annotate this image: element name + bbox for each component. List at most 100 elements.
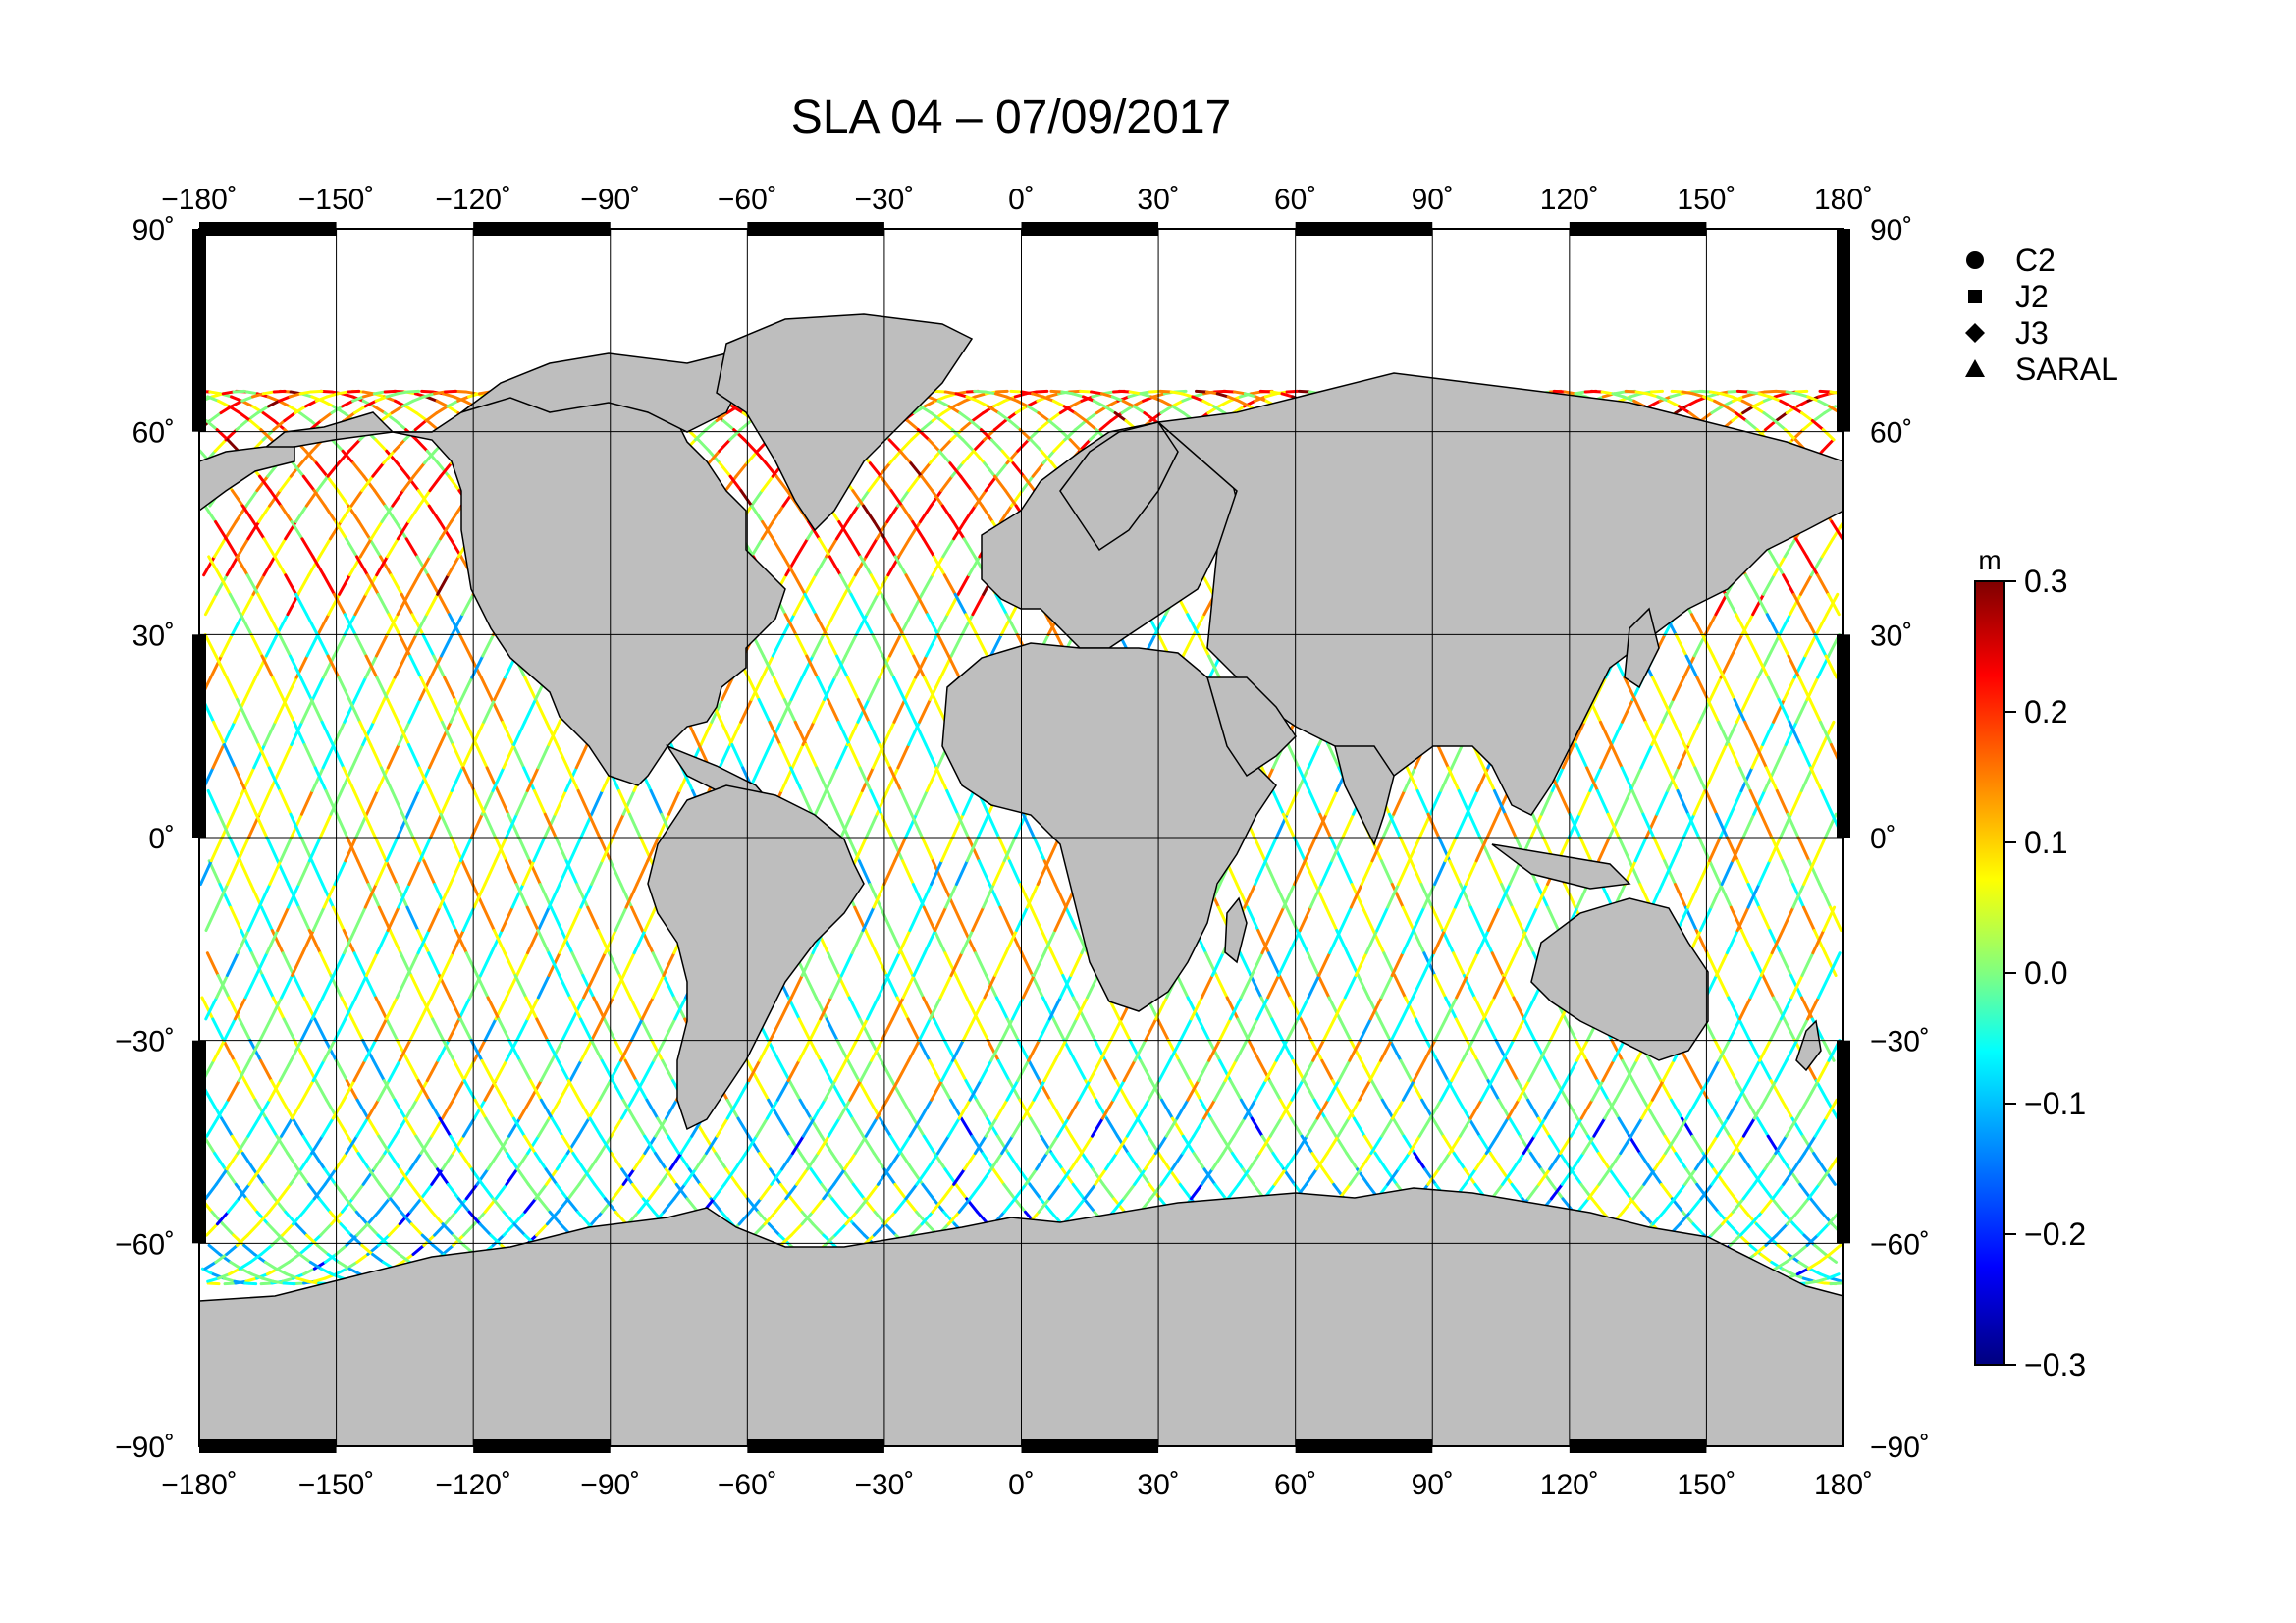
track-segment xyxy=(843,573,857,596)
track-segment xyxy=(774,474,789,493)
track-segment xyxy=(794,633,809,658)
track-segment xyxy=(1552,389,1567,394)
track-segment xyxy=(289,812,303,839)
track-segment xyxy=(781,613,796,637)
track-segment xyxy=(1029,438,1043,453)
track-segment xyxy=(873,1210,887,1226)
track-segment xyxy=(628,812,642,839)
track-segment xyxy=(1695,1182,1710,1201)
track-segment xyxy=(401,474,416,493)
track-segment xyxy=(332,951,347,977)
track-segment xyxy=(1433,1017,1448,1042)
track-segment xyxy=(880,1017,894,1042)
track-segment xyxy=(993,951,1008,977)
track-segment xyxy=(1009,389,1024,394)
track-segment xyxy=(256,742,271,770)
track-segment xyxy=(1282,812,1296,839)
track-segment xyxy=(205,951,220,977)
track-segment xyxy=(1749,1167,1764,1186)
track-segment xyxy=(441,1222,455,1237)
track-segment xyxy=(459,1151,474,1171)
track-segment xyxy=(1813,836,1827,863)
track-segment xyxy=(1226,1182,1241,1201)
track-segment xyxy=(1379,859,1394,887)
track-segment xyxy=(353,592,368,617)
track-segment xyxy=(1083,1182,1097,1201)
track-segment xyxy=(417,555,432,577)
track-segment xyxy=(510,883,525,909)
track-segment xyxy=(554,788,567,816)
track-segment xyxy=(1042,929,1057,955)
track-segment xyxy=(959,474,974,493)
track-segment xyxy=(224,1167,238,1186)
track-segment xyxy=(391,489,405,508)
track-segment xyxy=(1629,766,1643,792)
track-segment xyxy=(1745,676,1760,702)
track-segment xyxy=(532,836,547,863)
track-segment xyxy=(523,676,538,702)
track-segment xyxy=(908,905,923,933)
track-segment xyxy=(1122,1182,1137,1201)
track-segment xyxy=(246,520,261,541)
track-segment xyxy=(337,1260,351,1271)
track-segment xyxy=(535,1222,549,1237)
track-segment xyxy=(1457,788,1471,816)
track-segment xyxy=(600,1197,614,1214)
track-segment xyxy=(858,1017,873,1042)
track-segment xyxy=(281,1276,295,1283)
track-segment xyxy=(938,973,953,1000)
track-segment xyxy=(1713,1038,1728,1062)
track-segment xyxy=(1674,1151,1688,1171)
track-segment xyxy=(1783,537,1797,559)
track-segment xyxy=(1779,996,1793,1021)
track-segment xyxy=(1778,613,1792,637)
track-segment xyxy=(414,1079,429,1102)
track-segment xyxy=(651,973,666,1000)
track-segment xyxy=(1274,1038,1289,1062)
track-segment xyxy=(1181,633,1196,658)
track-segment xyxy=(973,389,988,394)
track-segment xyxy=(1285,389,1300,394)
track-segment xyxy=(925,766,939,792)
track-segment xyxy=(934,905,948,933)
track-segment xyxy=(211,742,226,770)
track-segment xyxy=(1765,766,1779,792)
track-segment xyxy=(987,405,1000,415)
track-segment xyxy=(422,449,437,465)
track-segment xyxy=(579,883,594,909)
track-segment xyxy=(1682,654,1696,679)
track-segment xyxy=(1179,1017,1193,1042)
track-segment xyxy=(1601,1058,1616,1083)
track-segment xyxy=(1256,929,1271,955)
track-segment xyxy=(1762,573,1776,596)
track-segment xyxy=(592,996,607,1021)
track-segment xyxy=(345,1079,359,1102)
track-segment xyxy=(1215,392,1230,399)
track-segment xyxy=(1739,766,1754,792)
track-segment xyxy=(1049,389,1064,394)
track-segment xyxy=(1795,399,1810,408)
track-segment xyxy=(1327,996,1342,1021)
track-segment xyxy=(267,613,282,637)
track-segment xyxy=(1724,592,1738,617)
track-segment xyxy=(1737,1017,1752,1042)
track-segment xyxy=(721,676,735,702)
track-segment xyxy=(611,812,625,839)
track-segment xyxy=(516,1167,530,1186)
track-segment xyxy=(1548,1151,1563,1171)
track-segment xyxy=(1532,1116,1547,1138)
track-segment xyxy=(1338,1017,1353,1042)
track-segment xyxy=(1510,1182,1524,1201)
track-segment xyxy=(940,836,954,863)
track-segment xyxy=(342,766,356,792)
track-segment xyxy=(430,1210,445,1226)
track-segment xyxy=(396,592,410,617)
track-segment xyxy=(571,996,586,1021)
track-segment xyxy=(866,996,880,1021)
track-segment xyxy=(920,474,934,493)
track-segment xyxy=(673,996,688,1021)
track-segment xyxy=(1005,1079,1020,1102)
track-segment xyxy=(635,859,650,887)
track-segment xyxy=(1413,1151,1427,1171)
track-segment xyxy=(828,555,842,577)
